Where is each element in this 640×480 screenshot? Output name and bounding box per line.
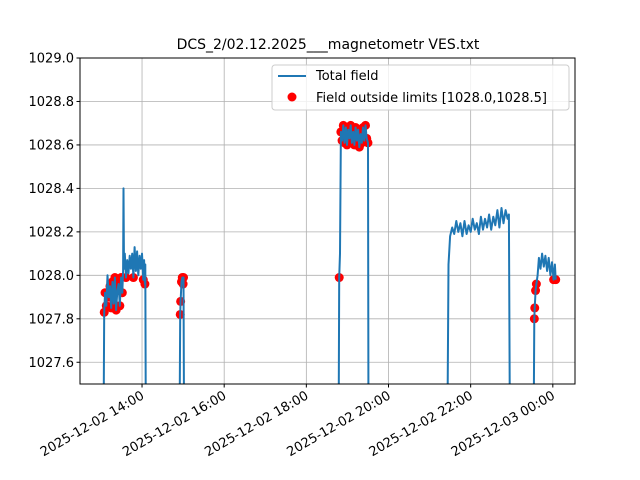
grid (80, 57, 575, 384)
y-tick-label: 1028.4 (29, 182, 75, 197)
y-axis: 1027.6 1027.8 1028.0 1028.2 1028.4 1028.6 1028… (29, 52, 80, 371)
chart-title: DCS_2/02.12.2025___magnetometr VES.txt (177, 37, 480, 53)
y-tick-label: 1028.6 (29, 138, 75, 153)
axes-frame (79, 57, 576, 385)
legend-label-total-field: Total field (315, 69, 379, 84)
y-tick-label: 1028.8 (29, 95, 75, 110)
plot-area (99, 120, 561, 384)
legend-dot-marker (287, 92, 297, 102)
y-tick-label: 1027.6 (29, 356, 75, 371)
total-field-line (102, 124, 557, 384)
y-tick-label: 1027.8 (29, 312, 75, 327)
y-tick-label: 1028.2 (29, 225, 75, 240)
y-tick-label: 1028.0 (29, 269, 75, 284)
legend-label-outside-limits: Field outside limits [1028.0,1028.5] (316, 91, 547, 106)
legend: Total field Field outside limits [1028.0… (271, 64, 570, 111)
y-tick-label: 1029.0 (29, 52, 75, 67)
legend-box (271, 64, 570, 111)
